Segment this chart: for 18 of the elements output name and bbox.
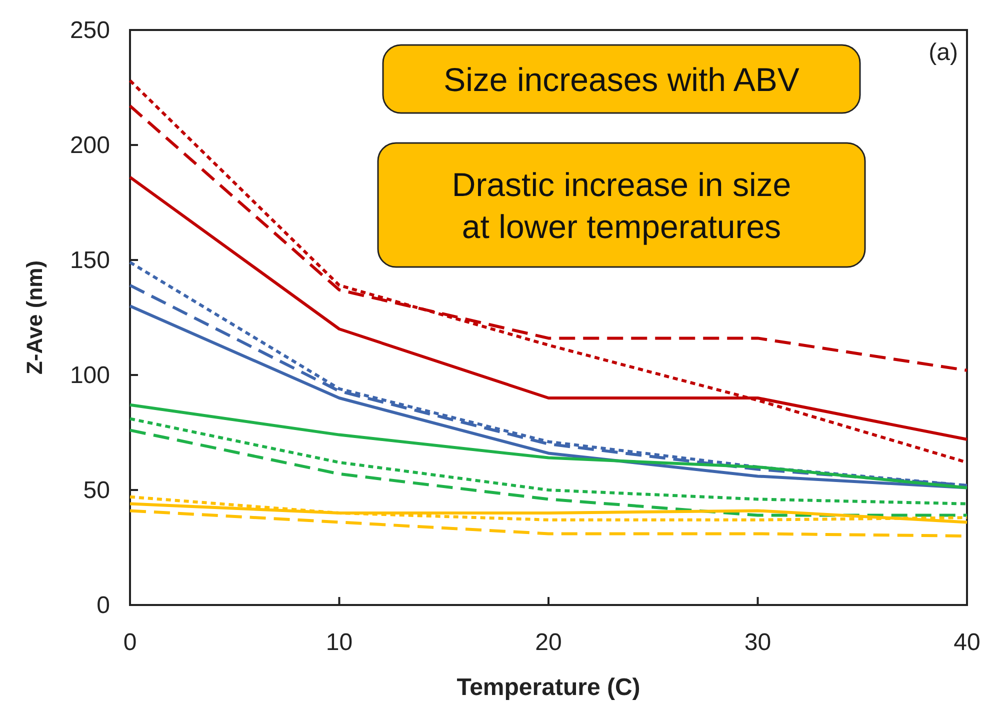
x-tick-label: 40: [954, 629, 980, 656]
x-tick-label: 30: [744, 629, 772, 656]
y-tick-label: 200: [70, 132, 110, 159]
x-tick-label: 20: [535, 629, 562, 656]
y-tick-label: 50: [83, 477, 110, 504]
x-axis-title: Temperature (C): [456, 674, 640, 701]
y-axis-title: Z-Ave (nm): [22, 260, 47, 375]
annotation: Size increases with ABV: [444, 61, 800, 98]
annotation: Drastic increase in size at lower temperatures: [452, 166, 792, 245]
annotation: (a): [928, 39, 958, 66]
callout: Size increases with ABV: [382, 44, 861, 114]
y-tick-label: 100: [70, 362, 110, 389]
y-tick-label: 150: [70, 247, 110, 274]
y-tick-label: 0: [96, 592, 110, 619]
x-tick-label: 0: [123, 629, 137, 656]
y-tick-label: 250: [70, 17, 110, 44]
x-tick-label: 10: [326, 629, 353, 656]
callout: Drastic increase in size at lower temperatures: [377, 142, 866, 268]
